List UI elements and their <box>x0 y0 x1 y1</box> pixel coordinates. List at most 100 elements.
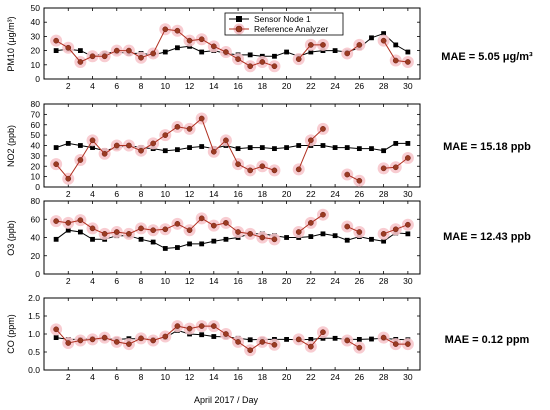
data-point <box>320 335 326 341</box>
data-point <box>320 143 326 148</box>
x-tick-label: 4 <box>90 81 95 91</box>
data-point <box>138 147 144 154</box>
data-point <box>320 329 326 336</box>
data-point <box>162 148 168 154</box>
y-tick-label: 70 <box>31 109 41 119</box>
y-axis-label: CO (ppm) <box>6 314 16 354</box>
y-tick-label: 30 <box>31 151 41 161</box>
y-tick-label: 60 <box>31 214 41 224</box>
data-point <box>405 59 411 65</box>
x-tick-label: 26 <box>355 81 365 91</box>
data-point <box>223 220 229 226</box>
x-tick-label: 24 <box>330 189 340 199</box>
data-point <box>77 229 83 235</box>
data-point <box>320 211 326 218</box>
data-point <box>101 150 108 157</box>
data-point <box>247 347 254 354</box>
data-point <box>77 143 83 148</box>
data-point <box>186 126 193 132</box>
data-point <box>126 47 132 54</box>
data-point <box>392 164 399 171</box>
data-point <box>101 334 108 341</box>
data-point <box>53 145 59 150</box>
x-tick-label: 30 <box>403 372 413 382</box>
data-point <box>247 145 253 150</box>
data-point <box>65 227 71 233</box>
data-point <box>150 337 157 344</box>
y-tick-label: 1.5 <box>28 311 40 321</box>
y-tick-label: 50 <box>31 3 41 13</box>
mae-annotation: MAE = 0.12 ppm <box>445 334 530 346</box>
x-tick-label: 2 <box>66 276 71 286</box>
data-point <box>113 47 120 54</box>
x-tick-label: 14 <box>209 276 219 286</box>
x-tick-label: 24 <box>330 372 340 382</box>
data-point <box>307 343 314 350</box>
data-point <box>186 325 193 332</box>
x-tick-label: 22 <box>306 276 316 286</box>
data-point <box>150 239 156 245</box>
data-point <box>381 148 387 154</box>
y-axis-label: PM10 (μg/m³) <box>6 16 16 71</box>
data-point <box>53 326 59 333</box>
data-point <box>405 231 411 237</box>
data-point <box>65 44 72 51</box>
y-tick-label: 10 <box>31 172 41 182</box>
data-point <box>271 167 278 174</box>
y-axis-label: O3 (ppb) <box>6 220 16 256</box>
x-tick-label: 26 <box>355 189 365 199</box>
x-tick-label: 6 <box>114 276 119 286</box>
data-point <box>356 177 363 184</box>
panel-4: 0.00.51.01.52.02 4 6 8 10 12 14 16 18 20 22 24 26 28 3… <box>6 293 530 382</box>
data-point <box>344 223 351 230</box>
data-point <box>223 236 229 242</box>
x-tick-label: 22 <box>306 189 316 199</box>
x-tick-label: 2 <box>66 189 71 199</box>
data-point <box>211 334 217 339</box>
data-point <box>271 236 278 243</box>
data-point <box>89 336 96 343</box>
data-point <box>247 337 253 343</box>
data-point <box>101 53 108 60</box>
data-point <box>247 231 254 237</box>
data-point <box>187 145 192 150</box>
y-tick-label: 0.5 <box>28 347 40 357</box>
legend-reference-marker <box>235 25 243 33</box>
data-point <box>65 340 72 346</box>
data-point <box>162 246 168 251</box>
x-tick-label: 10 <box>161 276 171 286</box>
y-tick-label: 20 <box>31 161 41 171</box>
data-point <box>295 229 302 235</box>
data-point <box>344 171 351 178</box>
y-tick-label: 20 <box>31 46 41 56</box>
data-point <box>380 165 387 172</box>
data-point <box>138 236 144 242</box>
x-tick-label: 4 <box>90 189 95 199</box>
data-point <box>405 141 411 146</box>
x-tick-label: 14 <box>209 189 219 199</box>
data-point <box>187 241 192 247</box>
data-point <box>77 48 83 53</box>
data-point <box>89 225 96 232</box>
x-tick-label: 4 <box>90 372 95 382</box>
data-point <box>174 323 181 329</box>
mae-annotation: MAE = 12.43 ppb <box>443 231 531 243</box>
data-point <box>162 226 169 233</box>
x-tick-label: 20 <box>282 276 292 286</box>
data-point <box>175 45 180 51</box>
data-point <box>259 59 266 65</box>
y-tick-label: 40 <box>31 141 41 151</box>
data-point <box>259 145 265 150</box>
data-point <box>284 235 289 240</box>
data-point <box>235 161 241 168</box>
x-tick-label: 12 <box>185 189 195 199</box>
x-tick-label: 6 <box>114 81 119 91</box>
data-point <box>405 49 411 55</box>
data-point <box>198 215 205 222</box>
data-point <box>332 335 338 341</box>
data-point <box>210 222 217 229</box>
x-tick-label: 16 <box>233 276 243 286</box>
legend-label-reference: Reference Analyzer <box>254 24 328 34</box>
